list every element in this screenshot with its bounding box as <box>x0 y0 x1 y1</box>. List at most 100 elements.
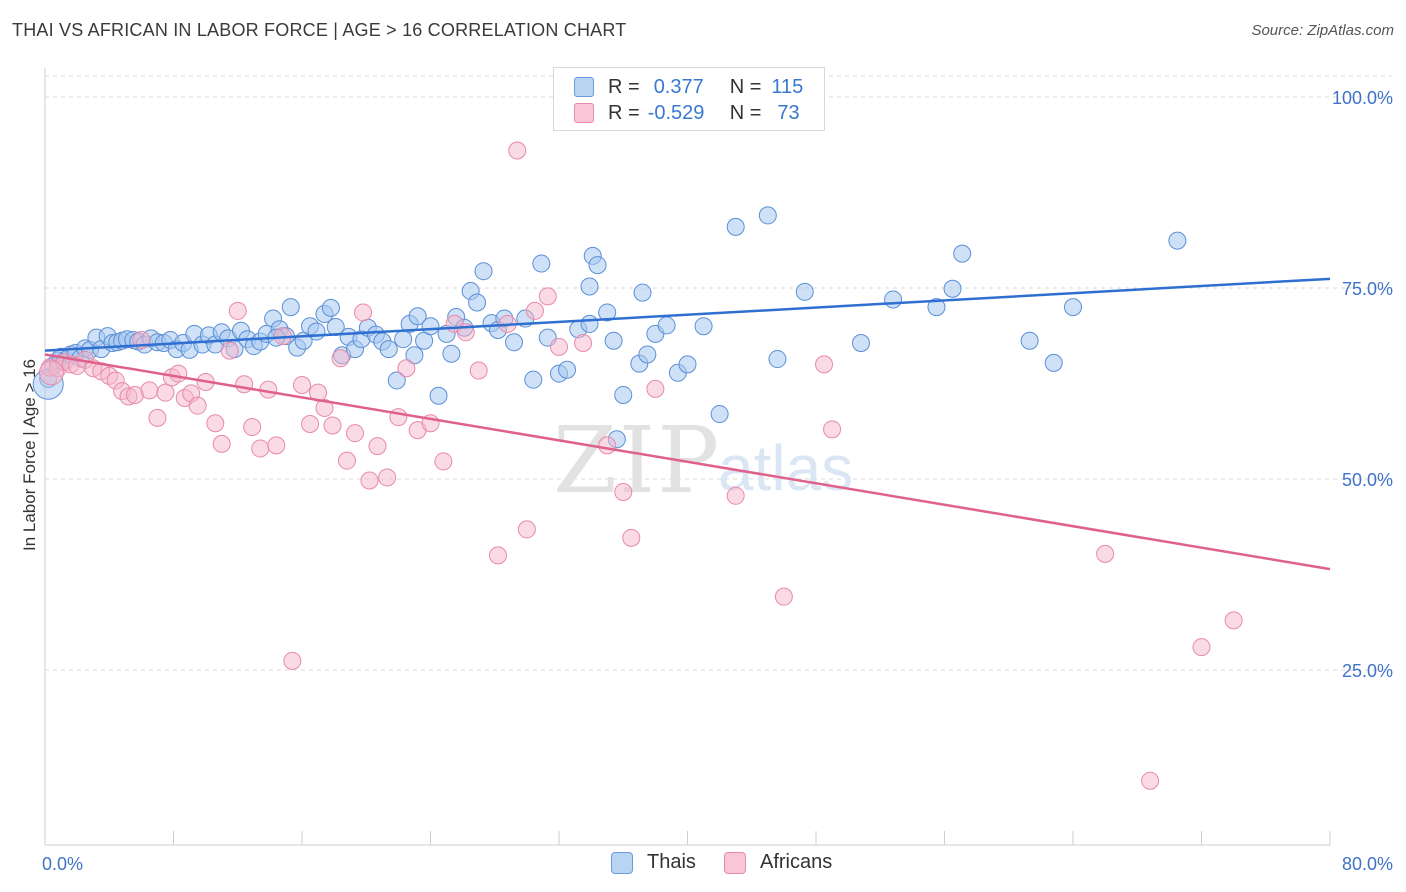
african-point <box>815 355 834 374</box>
trend-lines <box>44 277 1331 571</box>
african-point <box>148 408 167 427</box>
thai-point <box>633 283 652 302</box>
african-point <box>301 414 320 433</box>
thai-point <box>614 385 633 404</box>
african-point <box>614 482 633 501</box>
african-point <box>315 398 334 417</box>
legend-r-label: R = <box>608 101 640 124</box>
thai-point <box>694 317 713 336</box>
thai-point <box>421 317 440 336</box>
thai-point <box>638 345 657 364</box>
african-point <box>368 437 387 456</box>
y-axis-label: In Labor Force | Age > 16 <box>20 359 39 551</box>
african-point <box>169 364 188 383</box>
y-tick-label: 50.0% <box>1342 470 1393 490</box>
african-point <box>293 376 311 395</box>
series-legend: Thais Africans <box>0 851 1406 879</box>
thai-point <box>321 298 340 317</box>
thai-point <box>394 330 413 349</box>
thai-point <box>927 298 946 317</box>
africans-swatch <box>574 103 594 123</box>
african-point <box>323 416 342 435</box>
thai-point <box>281 298 300 317</box>
thai-point <box>678 355 697 374</box>
legend-n-value-africans: 73 <box>777 101 800 124</box>
thai-point <box>953 244 972 263</box>
african-point <box>220 341 239 360</box>
legend-r-value-thais: 0.377 <box>653 75 704 98</box>
african-point <box>508 141 527 160</box>
african-point <box>538 287 557 306</box>
legend-r-value-africans: -0.529 <box>647 101 705 124</box>
african-point <box>360 471 379 490</box>
africans-series <box>38 141 1243 790</box>
thai-point <box>758 206 777 225</box>
thai-point <box>580 277 599 296</box>
african-point <box>598 436 617 455</box>
legend-n-label: N = <box>729 101 762 124</box>
african-point <box>212 434 231 453</box>
thai-point <box>726 217 745 236</box>
thai-point <box>474 262 493 281</box>
axes <box>44 68 1331 846</box>
african-point <box>283 651 302 670</box>
thai-point <box>1168 231 1187 250</box>
african-point <box>235 375 254 394</box>
african-point <box>354 303 373 322</box>
legend-item-thais: Thais <box>611 851 696 874</box>
thais-legend-swatch <box>611 851 633 874</box>
thai-point <box>598 303 617 322</box>
african-point <box>378 468 397 487</box>
african-point <box>726 486 745 505</box>
thai-point <box>768 350 787 369</box>
y-tick-label: 75.0% <box>1342 279 1393 299</box>
source-label: Source: ZipAtlas.com <box>1251 22 1394 39</box>
african-point <box>646 379 665 398</box>
thai-point <box>379 340 398 359</box>
african-point <box>550 337 568 356</box>
african-point <box>434 452 453 471</box>
legend-africans-label: Africans <box>760 851 833 873</box>
african-point <box>188 396 207 415</box>
thais-trend-line <box>44 277 1331 352</box>
africans-trend-line <box>44 353 1331 571</box>
african-point <box>156 383 175 402</box>
african-point <box>331 349 350 368</box>
thai-point <box>1020 331 1039 350</box>
thai-point <box>580 314 599 333</box>
legend-r-label: R = <box>608 75 640 98</box>
thais-swatch <box>574 77 594 97</box>
african-point <box>469 361 488 380</box>
thai-point <box>851 334 870 353</box>
y-tick-label: 100.0% <box>1332 88 1393 108</box>
thai-point <box>405 346 424 365</box>
legend-row-africans: R = -0.529 N = 73 <box>574 100 800 126</box>
watermark: ZIP atlas <box>553 407 853 514</box>
thai-point <box>884 290 903 309</box>
thai-point <box>408 307 427 326</box>
african-point <box>397 359 416 378</box>
african-point <box>1096 544 1115 563</box>
y-tick-label: 25.0% <box>1342 661 1393 681</box>
african-point <box>206 414 225 433</box>
african-point <box>346 424 365 443</box>
african-point <box>488 546 507 565</box>
african-point <box>525 301 544 320</box>
thai-point <box>532 254 551 273</box>
legend-row-thais: R = 0.377 N = 115 <box>574 74 803 100</box>
thai-point <box>588 256 607 275</box>
african-point <box>1141 771 1160 790</box>
thai-point <box>710 405 729 424</box>
x-tick-label: 0.0% <box>42 854 83 874</box>
thai-point <box>429 386 448 405</box>
african-point <box>243 418 262 437</box>
thai-point <box>442 344 461 363</box>
african-point <box>389 408 408 427</box>
legend-n-label: N = <box>729 75 762 98</box>
x-tick-label: 80.0% <box>1342 854 1393 874</box>
african-point <box>228 301 247 320</box>
africans-legend-swatch <box>724 851 746 874</box>
african-point <box>574 334 593 353</box>
tick-labels: 25.0% 50.0% 75.0% 100.0% 0.0% 80.0% <box>42 88 1393 874</box>
